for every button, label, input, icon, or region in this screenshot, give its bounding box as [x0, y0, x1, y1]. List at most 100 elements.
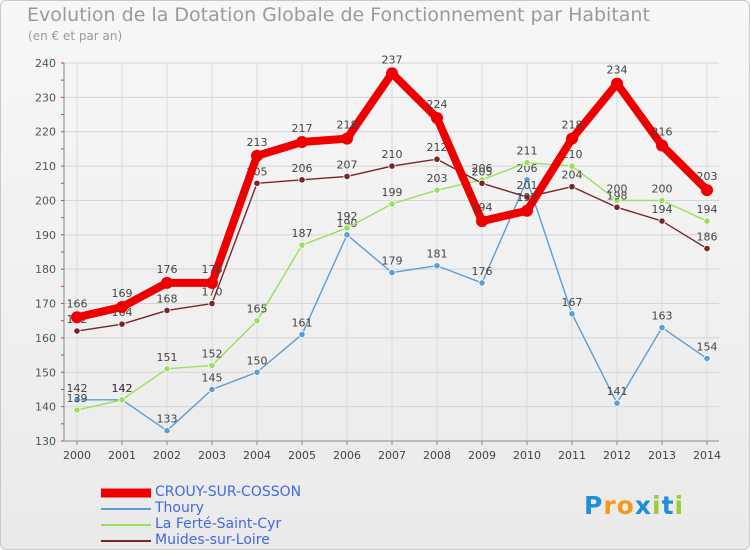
- data-label-thoury: 145: [202, 371, 223, 384]
- data-label-muides-sur-loire: 170: [202, 286, 223, 299]
- data-point-crouy-sur-cosson: [71, 311, 83, 324]
- data-label-la-ferte-saint-cyr: 203: [427, 172, 448, 185]
- data-point-muides-sur-loire: [568, 183, 576, 191]
- data-label-crouy-sur-cosson: 218: [562, 119, 583, 132]
- data-label-thoury: 176: [472, 265, 493, 278]
- data-label-muides-sur-loire: 204: [562, 169, 583, 182]
- data-label-la-ferte-saint-cyr: 194: [697, 203, 718, 216]
- x-tick-label: 2010: [513, 449, 541, 462]
- data-point-muides-sur-loire: [613, 203, 621, 211]
- data-point-la-ferte-saint-cyr: [208, 361, 216, 369]
- data-point-thoury: [208, 385, 216, 394]
- x-tick-label: 2014: [693, 449, 721, 462]
- x-tick-label: 2013: [648, 449, 676, 462]
- y-tick-label: 200: [35, 194, 56, 207]
- data-point-la-ferte-saint-cyr: [118, 396, 126, 404]
- data-label-muides-sur-loire: 201: [517, 179, 538, 192]
- logo-letter: t: [661, 491, 675, 520]
- data-label-crouy-sur-cosson: 169: [112, 287, 133, 300]
- data-point-crouy-sur-cosson: [431, 111, 443, 124]
- y-tick-label: 160: [35, 332, 56, 345]
- data-point-thoury: [478, 279, 486, 287]
- y-tick-label: 150: [35, 366, 56, 379]
- data-label-la-ferte-saint-cyr: 151: [157, 351, 178, 364]
- data-point-crouy-sur-cosson: [116, 300, 128, 313]
- x-tick-label: 2008: [423, 449, 451, 462]
- data-label-crouy-sur-cosson: 234: [607, 64, 628, 77]
- logo-letter: P: [584, 491, 604, 520]
- data-label-la-ferte-saint-cyr: 139: [67, 392, 88, 405]
- logo-letter: o: [616, 491, 635, 520]
- data-point-la-ferte-saint-cyr: [613, 196, 621, 205]
- data-point-thoury: [163, 427, 171, 435]
- data-point-thoury: [73, 396, 81, 404]
- data-label-la-ferte-saint-cyr: 206: [472, 162, 493, 175]
- data-point-la-ferte-saint-cyr: [703, 217, 711, 225]
- data-point-thoury: [343, 231, 351, 239]
- y-tick-label: 140: [35, 401, 56, 414]
- data-label-crouy-sur-cosson: 217: [292, 122, 313, 135]
- data-point-crouy-sur-cosson: [341, 132, 353, 145]
- x-tick-label: 2001: [108, 449, 136, 462]
- y-tick-label: 240: [35, 57, 56, 70]
- data-point-muides-sur-loire: [118, 320, 126, 328]
- data-label-crouy-sur-cosson: 213: [247, 136, 268, 149]
- data-label-muides-sur-loire: 186: [697, 231, 718, 244]
- data-point-thoury: [253, 368, 261, 376]
- data-point-muides-sur-loire: [388, 162, 396, 170]
- legend-swatch: [101, 508, 151, 510]
- data-point-muides-sur-loire: [208, 299, 216, 308]
- x-tick-label: 2012: [603, 449, 631, 462]
- legend-label: Thoury: [155, 500, 204, 516]
- data-label-crouy-sur-cosson: 176: [202, 263, 223, 276]
- data-label-muides-sur-loire: 168: [157, 292, 178, 305]
- data-point-crouy-sur-cosson: [521, 204, 533, 217]
- data-point-la-ferte-saint-cyr: [388, 200, 396, 208]
- data-point-la-ferte-saint-cyr: [433, 186, 441, 194]
- data-point-la-ferte-saint-cyr: [523, 159, 531, 167]
- data-label-la-ferte-saint-cyr: 165: [247, 303, 268, 316]
- data-point-muides-sur-loire: [163, 306, 171, 315]
- y-tick-label: 170: [35, 298, 56, 311]
- data-point-muides-sur-loire: [253, 179, 261, 187]
- y-tick-label: 210: [35, 160, 56, 173]
- data-point-la-ferte-saint-cyr: [568, 162, 576, 170]
- data-point-crouy-sur-cosson: [476, 215, 488, 228]
- legend-label: Muides-sur-Loire: [155, 532, 270, 548]
- data-point-thoury: [658, 323, 666, 332]
- data-point-la-ferte-saint-cyr: [73, 406, 81, 414]
- data-label-la-ferte-saint-cyr: 187: [292, 227, 313, 240]
- data-point-muides-sur-loire: [73, 327, 81, 335]
- data-point-muides-sur-loire: [298, 176, 306, 184]
- data-label-la-ferte-saint-cyr: 142: [112, 382, 133, 395]
- data-point-muides-sur-loire: [478, 179, 486, 187]
- data-label-muides-sur-loire: 210: [382, 148, 403, 161]
- data-point-crouy-sur-cosson: [161, 276, 173, 289]
- data-label-muides-sur-loire: 205: [472, 165, 493, 178]
- data-label-la-ferte-saint-cyr: 199: [382, 186, 403, 199]
- x-tick-label: 2011: [558, 449, 586, 462]
- data-point-muides-sur-loire: [433, 155, 441, 163]
- data-label-thoury: 161: [292, 316, 313, 329]
- data-label-crouy-sur-cosson: 197: [517, 191, 538, 204]
- data-point-la-ferte-saint-cyr: [298, 241, 306, 249]
- data-label-thoury: 190: [337, 217, 358, 230]
- logo-letter: i: [674, 491, 685, 520]
- data-point-muides-sur-loire: [523, 193, 531, 201]
- data-label-thoury: 181: [427, 248, 448, 261]
- x-tick-label: 2002: [153, 449, 181, 462]
- x-tick-label: 2009: [468, 449, 496, 462]
- data-point-crouy-sur-cosson: [206, 276, 218, 289]
- data-label-crouy-sur-cosson: 224: [427, 98, 448, 111]
- x-tick-label: 2007: [378, 449, 406, 462]
- legend-label: La Ferté-Saint-Cyr: [155, 516, 282, 532]
- data-label-muides-sur-loire: 194: [652, 203, 673, 216]
- data-label-crouy-sur-cosson: 216: [652, 125, 673, 138]
- data-label-thoury: 154: [697, 341, 718, 354]
- legend-swatch: [101, 488, 151, 498]
- proxiti-logo: Proxiti: [584, 491, 684, 520]
- x-tick-label: 2004: [243, 449, 271, 462]
- chart-title: Evolution de la Dotation Globale de Fonc…: [27, 4, 650, 26]
- legend-swatch: [101, 524, 151, 526]
